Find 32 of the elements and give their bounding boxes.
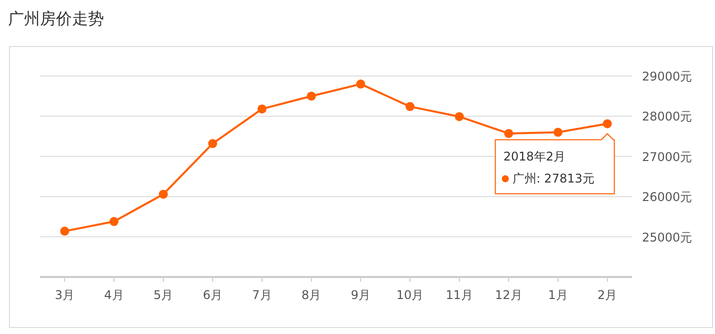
point xyxy=(110,217,118,226)
point xyxy=(60,226,70,236)
y-tick-label: 26000元 xyxy=(642,190,692,204)
point xyxy=(406,102,414,112)
x-tick-label: 5月 xyxy=(154,288,174,302)
x-tick-label: 2月 xyxy=(598,288,618,302)
point xyxy=(306,92,316,101)
x-tick-label: 7月 xyxy=(252,288,272,302)
x-tick-label: 11月 xyxy=(446,288,473,302)
y-tick-label: 29000元 xyxy=(642,70,692,84)
y-tick-label: 27000元 xyxy=(642,150,692,164)
point xyxy=(454,112,464,122)
y-tick-label: 25000元 xyxy=(642,230,692,244)
point xyxy=(602,119,612,128)
point xyxy=(356,80,366,89)
point xyxy=(258,104,266,114)
y-tick-label: 28000元 xyxy=(642,110,692,124)
x-tick-label: 1月 xyxy=(548,288,568,302)
x-tick-label: 12月 xyxy=(495,288,522,302)
x-tick-label: 4月 xyxy=(104,288,124,302)
x-tick-label: 10月 xyxy=(396,288,424,302)
x-tick-label: 9月 xyxy=(350,288,370,302)
x-tick-label: 3月 xyxy=(54,288,74,302)
chart-title: 广州房价走势 xyxy=(8,9,104,28)
point xyxy=(158,190,168,199)
annotation: 2018年2月 xyxy=(503,150,566,164)
x-tick-label: 6月 xyxy=(202,288,222,302)
x-tick-label: 8月 xyxy=(302,288,322,302)
point xyxy=(504,128,514,138)
point xyxy=(208,139,218,148)
point xyxy=(554,128,562,137)
annotation: 广州: 27813元 xyxy=(512,172,594,186)
